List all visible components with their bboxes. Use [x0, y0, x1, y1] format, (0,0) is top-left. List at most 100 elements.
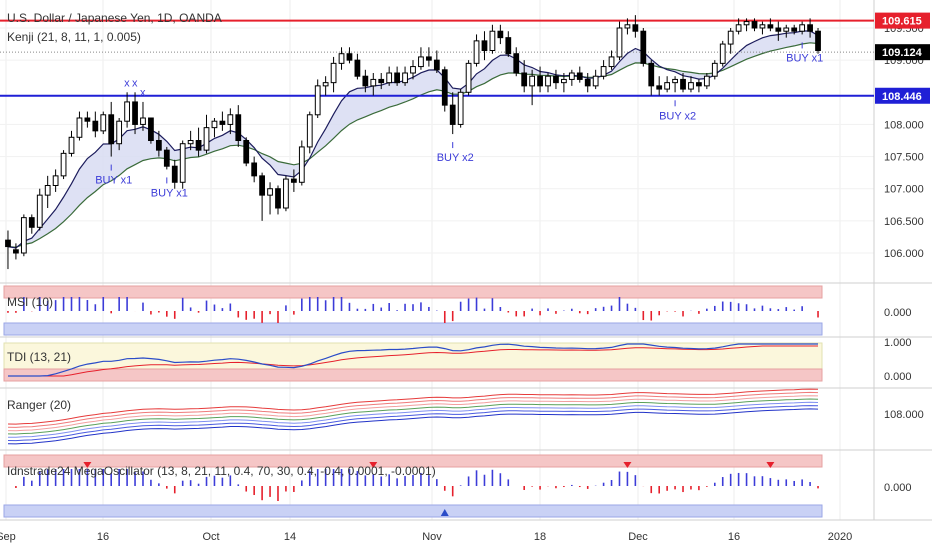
kenji-slow-line: [7, 42, 819, 248]
candle-body: [267, 188, 273, 196]
candle-body: [680, 78, 686, 90]
candle-body: [688, 82, 694, 90]
candle-body: [759, 24, 766, 29]
price-tag-label: 108.446: [882, 91, 922, 103]
candle-body: [60, 152, 67, 177]
candle-body: [807, 24, 813, 32]
x-signal-marker: x: [124, 77, 130, 89]
msi-lower-zone: [3, 322, 823, 336]
candle-body: [298, 146, 305, 183]
candle-body: [410, 66, 416, 74]
panel-tick: 0.000: [884, 482, 912, 494]
candle-body: [195, 140, 202, 151]
candle-body: [497, 30, 504, 39]
candle-body: [243, 140, 250, 164]
time-tick: Dec: [628, 531, 648, 543]
candle-body: [171, 165, 178, 183]
candle-body: [457, 91, 464, 125]
time-tick: Sep: [0, 531, 16, 543]
candle-body: [664, 82, 671, 90]
candle-body: [513, 53, 520, 74]
price-tick: 106.000: [884, 248, 924, 260]
candle-body: [20, 217, 27, 254]
horizontal-levels: [0, 19, 874, 97]
candle-body: [648, 62, 655, 87]
candle-body: [354, 59, 361, 77]
buy-signal-label: BUY x1: [151, 187, 188, 199]
candle-body: [561, 78, 567, 84]
candle-body: [735, 24, 742, 32]
candle-body: [719, 43, 726, 64]
candle-body: [449, 104, 456, 125]
candle-body: [219, 120, 226, 125]
candle-body: [465, 62, 472, 93]
candle-body: [108, 114, 115, 145]
candle-body: [36, 194, 43, 228]
ranger-line: [7, 395, 819, 432]
candle-body: [132, 101, 138, 125]
candle-body: [568, 72, 575, 80]
candle-body: [92, 120, 99, 132]
candle-body: [640, 30, 647, 64]
candle-body: [576, 72, 583, 80]
mega-buy-triangle: [440, 509, 449, 516]
price-tag-label: 109.124: [882, 47, 923, 59]
candle-body: [155, 140, 162, 151]
candle-body: [481, 40, 488, 52]
candle-body: [584, 78, 591, 87]
tdi-label: TDI (13, 21): [7, 350, 71, 364]
candle-body: [124, 101, 130, 122]
ranger-line: [7, 391, 819, 428]
tdi-signal-line: [8, 345, 818, 377]
time-tick: 18: [534, 531, 546, 543]
candle-body: [227, 114, 234, 125]
price-tag-bg: [875, 44, 930, 61]
candle-body: [775, 27, 782, 32]
candle-body: [489, 30, 496, 51]
candle-body: [259, 175, 265, 196]
candle-body: [386, 72, 393, 84]
indicator-series: [7, 297, 819, 516]
indicator-panels: [0, 0, 932, 521]
candle-body: [338, 53, 345, 64]
candle-body: [505, 37, 512, 55]
candle-body: [251, 162, 258, 177]
price-tick: 106.500: [884, 216, 924, 228]
mega-label: Idnstrade24 MegaOscillator (13, 8, 21, 1…: [7, 464, 436, 478]
candle-body: [362, 75, 369, 87]
candle-body: [529, 75, 536, 87]
time-tick: Nov: [422, 531, 442, 543]
x-signal-marker: x: [140, 87, 146, 99]
price-tag-bg: [875, 87, 930, 104]
candle-body: [600, 66, 607, 77]
candle-body: [235, 114, 242, 141]
candle-body: [163, 149, 170, 167]
candle-body: [346, 53, 353, 61]
time-tick: 2020: [828, 531, 852, 543]
candle-body: [767, 24, 774, 29]
candle-body: [441, 69, 448, 106]
candle-body: [521, 72, 528, 87]
time-tick: 16: [728, 531, 740, 543]
candle-body: [426, 56, 432, 61]
price-tag-label: 109.615: [882, 16, 922, 28]
ranger-label: Ranger (20): [7, 398, 71, 412]
candle-body: [314, 85, 321, 116]
candle-body: [290, 178, 297, 183]
candle-body: [632, 24, 639, 32]
candle-body: [378, 78, 385, 84]
candle-body: [799, 24, 806, 32]
price-tick: 107.000: [884, 184, 924, 196]
candle-body: [751, 21, 758, 29]
candle-body: [703, 75, 710, 87]
buy-signal-label: BUY x1: [786, 52, 823, 64]
candles: [5, 15, 821, 270]
candle-body: [727, 30, 734, 45]
candle-body: [608, 56, 615, 68]
candle-body: [275, 188, 281, 209]
candle-body: [283, 178, 289, 209]
candle-body: [624, 24, 631, 29]
candle-body: [187, 140, 194, 145]
candle-body: [28, 217, 35, 228]
candle-body: [76, 117, 83, 138]
